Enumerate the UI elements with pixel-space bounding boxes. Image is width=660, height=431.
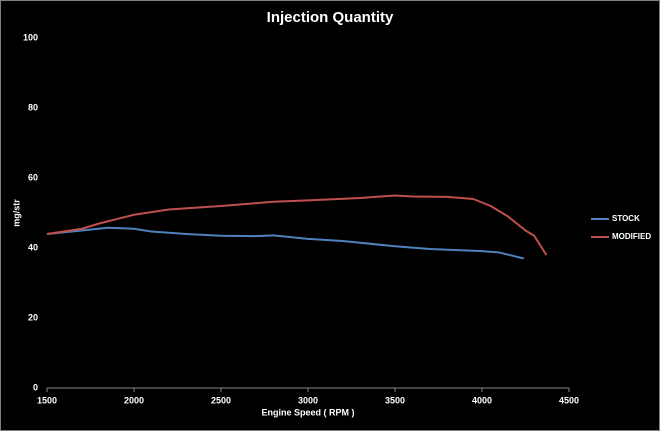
x-tick-label: 3500 <box>385 395 405 405</box>
line <box>46 194 548 256</box>
y-tick-label: 60 <box>28 172 38 182</box>
x-tick-label: 2500 <box>211 395 231 405</box>
x-tick-label: 1500 <box>37 395 57 405</box>
y-tick-label: 80 <box>28 102 38 112</box>
y-tick-label: 0 <box>33 382 38 392</box>
x-tick-label: 4000 <box>472 395 492 405</box>
line <box>46 226 524 260</box>
legend-label: STOCK <box>612 214 640 223</box>
x-axis-label: Engine Speed ( RPM ) <box>261 407 354 417</box>
y-tick-label: 40 <box>28 242 38 252</box>
y-axis-label: mg/str <box>11 199 21 227</box>
legend-label: MODIFIED <box>612 232 651 241</box>
x-tick-label: 2000 <box>124 395 144 405</box>
x-tick-label: 3000 <box>298 395 318 405</box>
chart-title: Injection Quantity <box>267 9 394 26</box>
y-tick-label: 20 <box>28 312 38 322</box>
x-tick-label: 4500 <box>559 395 579 405</box>
y-tick-label: 100 <box>23 32 38 42</box>
